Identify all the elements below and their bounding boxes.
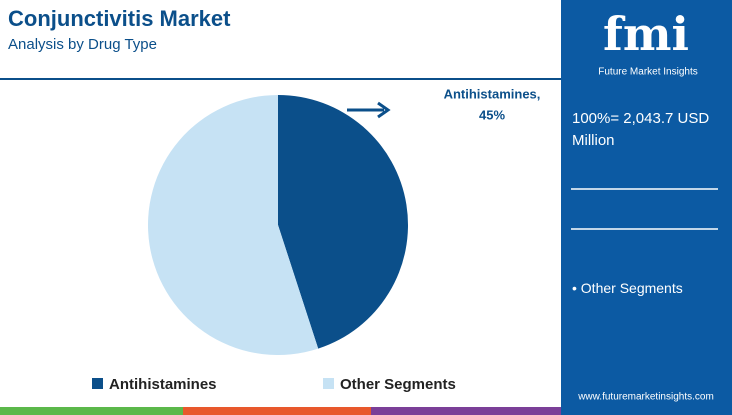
annotation: Antihistamines, [444,86,541,101]
legend-label: Other Segments [340,376,456,393]
legend-swatch [323,378,334,389]
data-label: 45% [479,107,505,122]
logo: fmi [603,7,689,61]
footer-stripe [371,407,561,415]
website: www.futuremarketinsights.com [577,392,714,403]
footer-stripe [183,407,371,415]
legend-label: Antihistamines [109,376,217,393]
brand-name: Future Market Insights [598,67,697,78]
arrow-head [377,101,391,119]
legend-swatch [92,378,103,389]
side-note: • Other Segments [572,280,683,296]
pie-slice [148,95,319,355]
footer-stripe [0,407,183,415]
footer-stripe [561,407,732,415]
chart-subtitle: Analysis by Drug Type [8,36,157,53]
pie-slice [278,95,409,349]
side-note-text: Other Segments [580,280,683,296]
chart-title: Conjunctivitis Market [8,6,231,31]
side-panel [561,0,732,407]
total-label: 100%= 2,043.7 USD Million [572,110,710,149]
